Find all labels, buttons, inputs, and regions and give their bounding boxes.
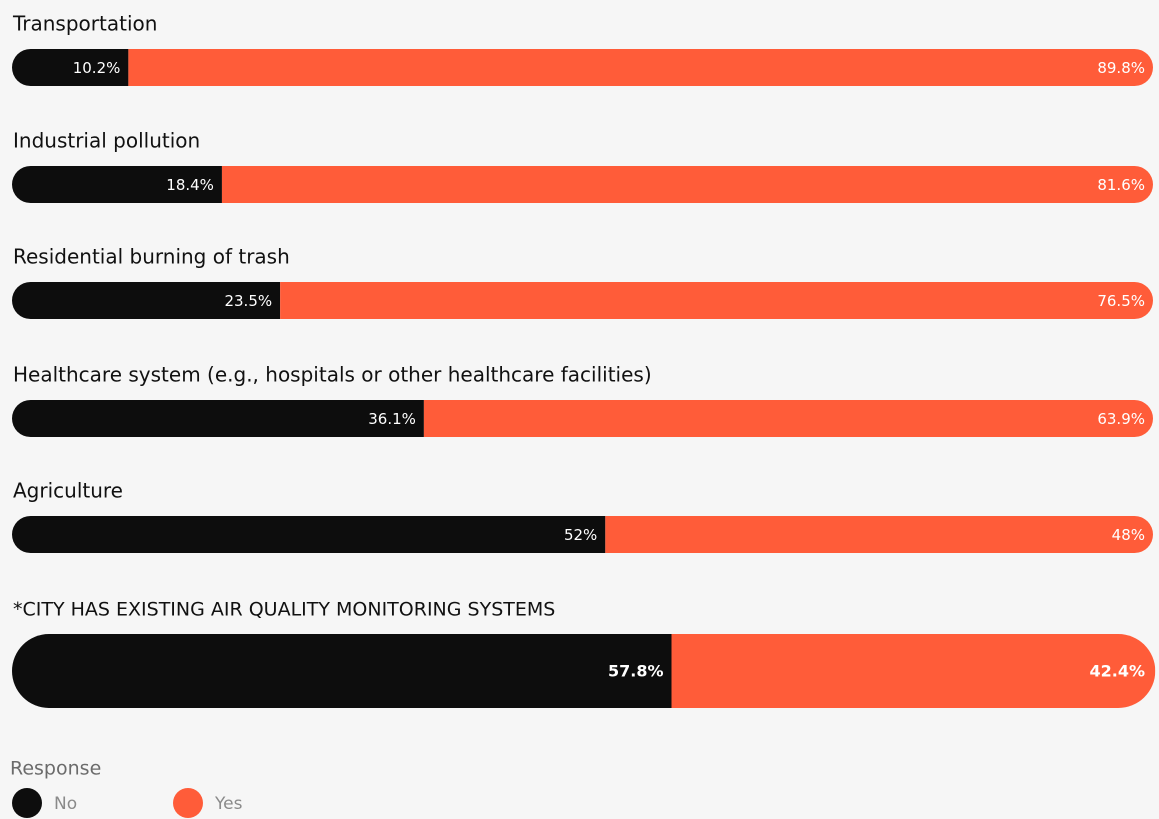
value-label: 23.5%	[224, 292, 272, 310]
category-label: Agriculture	[13, 479, 123, 503]
value-label: 63.9%	[1097, 410, 1145, 428]
category-label: Transportation	[12, 12, 157, 36]
category-label: *CITY HAS EXISTING AIR QUALITY MONITORIN…	[13, 599, 555, 621]
value-label: 48%	[1112, 526, 1145, 544]
bar-segment	[12, 516, 606, 553]
bar-segment	[12, 400, 424, 437]
legend-title: Response	[10, 758, 101, 780]
bar-segment	[280, 282, 1153, 319]
bar-segment	[12, 49, 129, 86]
value-label: 89.8%	[1097, 59, 1145, 77]
bar-segment	[221, 166, 1153, 203]
value-label: 42.4%	[1089, 662, 1145, 681]
value-label: 18.4%	[166, 176, 214, 194]
category-label: Residential burning of trash	[13, 245, 290, 269]
value-label: 57.8%	[608, 662, 664, 681]
value-label: 81.6%	[1097, 176, 1145, 194]
value-label: 36.1%	[368, 410, 416, 428]
value-label: 52%	[564, 526, 597, 544]
legend-label: Yes	[214, 794, 243, 814]
bar-segment	[12, 282, 281, 319]
value-label: 10.2%	[73, 59, 121, 77]
bar-segment	[12, 634, 672, 708]
category-label: Healthcare system (e.g., hospitals or ot…	[13, 363, 652, 387]
bar-row	[12, 49, 1153, 86]
bar-segment	[671, 634, 1156, 708]
bar-row	[12, 516, 1153, 553]
bar-segment	[128, 49, 1153, 86]
legend-label: No	[54, 794, 77, 814]
bar-row	[12, 634, 1156, 708]
bar-segment	[12, 166, 222, 203]
bar-row	[12, 400, 1153, 437]
legend-swatch	[12, 788, 42, 818]
legend-swatch	[173, 788, 203, 818]
bar-segment	[605, 516, 1153, 553]
category-label: Industrial pollution	[13, 129, 200, 153]
bar-row	[12, 166, 1153, 203]
value-label: 76.5%	[1097, 292, 1145, 310]
bar-segment	[423, 400, 1153, 437]
bar-row	[12, 282, 1153, 319]
